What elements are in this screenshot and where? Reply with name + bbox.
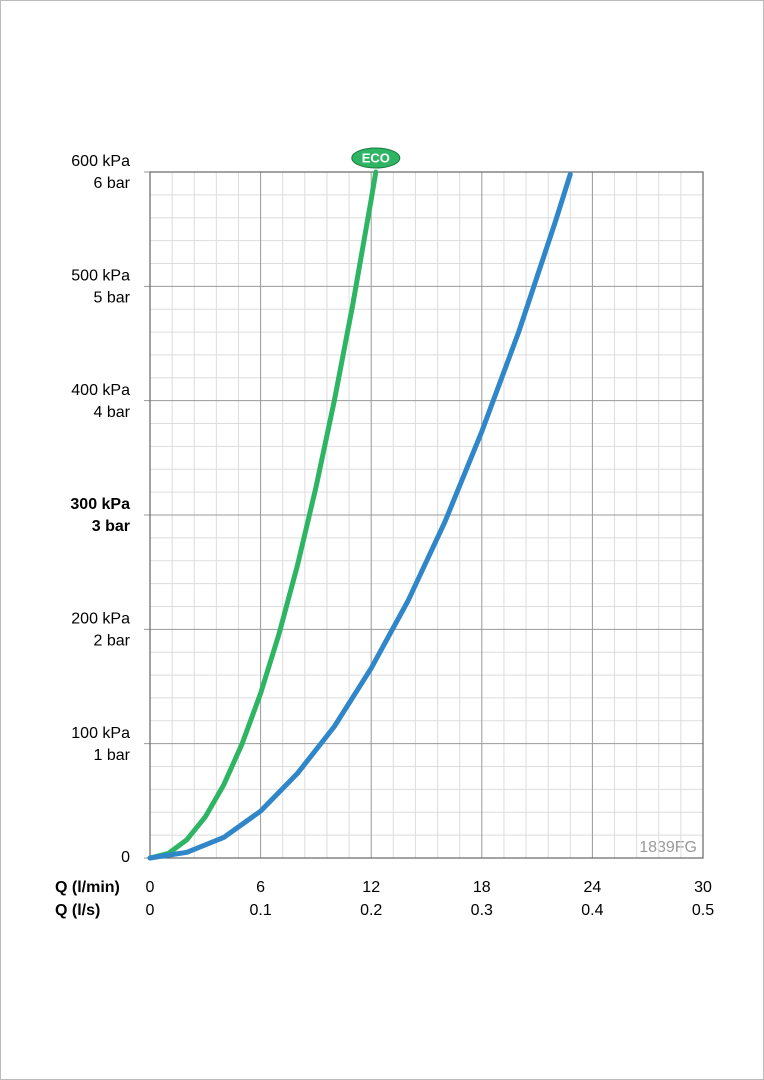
x2-tick-label: 0.3 — [471, 902, 493, 919]
y2-tick-label: 3 bar — [92, 518, 130, 535]
y2-tick-label: 4 bar — [94, 404, 131, 421]
y-tick-label: 100 kPa — [71, 725, 130, 742]
x-axis-label: Q (l/min) — [55, 879, 120, 896]
x2-tick-label: 0.4 — [581, 902, 603, 919]
x-tick-label: 0 — [146, 879, 155, 896]
x2-tick-label: 0.2 — [360, 902, 382, 919]
y-tick-label: 200 kPa — [71, 611, 130, 628]
x2-tick-label: 0 — [146, 902, 155, 919]
x-tick-label: 12 — [362, 879, 380, 896]
y2-tick-label: 1 bar — [94, 747, 131, 764]
y-tick-label: 400 kPa — [71, 382, 130, 399]
series-line — [147, 169, 379, 861]
x-tick-label: 18 — [473, 879, 491, 896]
y-tick-label: 500 kPa — [71, 268, 130, 285]
watermark: 1839FG — [639, 839, 697, 856]
x-tick-label: 6 — [256, 879, 265, 896]
y-tick-label: 600 kPa — [71, 153, 130, 170]
legend-label: ECO — [362, 150, 390, 165]
x-tick-label: 30 — [694, 879, 712, 896]
x-tick-label: 24 — [584, 879, 602, 896]
y-tick-label: 0 — [121, 849, 130, 866]
series-line — [147, 171, 573, 861]
x2-tick-label: 0.5 — [692, 902, 714, 919]
y2-tick-label: 5 bar — [94, 290, 131, 307]
y2-tick-label: 2 bar — [94, 633, 131, 650]
x2-tick-label: 0.1 — [249, 902, 271, 919]
series-badge — [351, 147, 401, 169]
y2-tick-label: 6 bar — [94, 175, 131, 192]
plot-border — [149, 171, 704, 859]
x2-axis-label: Q (l/s) — [55, 902, 100, 919]
y-tick-label: 300 kPa — [70, 496, 130, 513]
